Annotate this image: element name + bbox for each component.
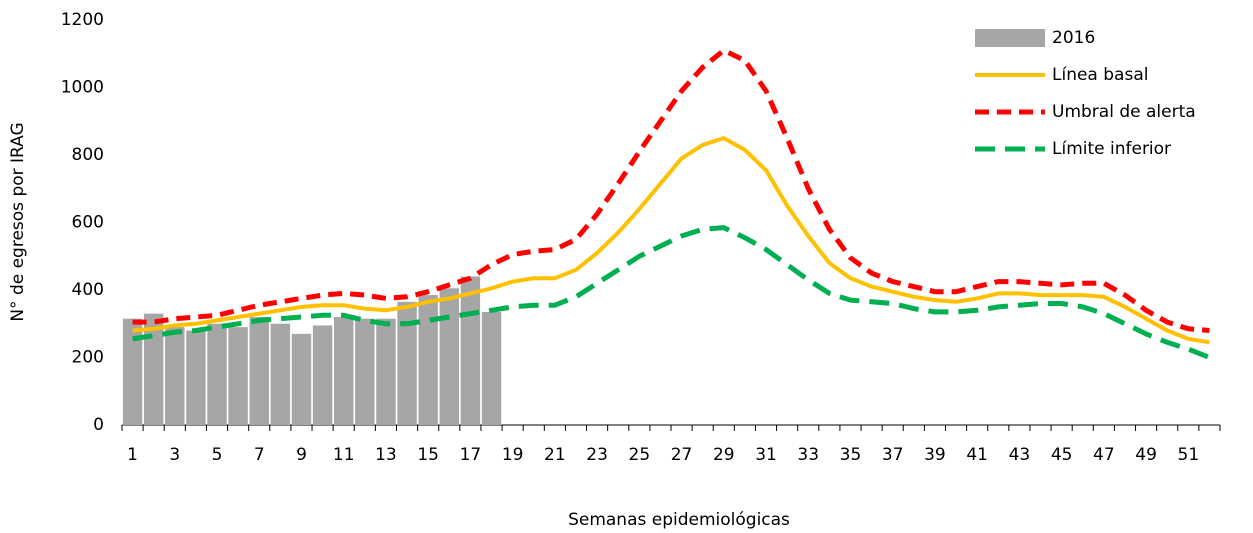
bar [270,323,291,425]
x-tick-label: 11 [333,445,355,465]
y-tick-label: 200 [72,348,104,368]
bar [143,313,164,425]
bar [397,301,417,425]
y-axis-title: N° de egresos por IRAG [8,122,28,321]
x-tick-label: 43 [1009,445,1031,465]
x-tick-label: 19 [502,445,524,465]
x-tick-label: 7 [254,445,265,465]
line-2 [132,47,1210,333]
bar [291,333,312,425]
x-tick-label: 33 [797,445,819,465]
x-tick-label: 25 [629,445,651,465]
bar [481,311,502,425]
y-tick-label: 0 [93,415,104,435]
x-tick-label: 21 [544,445,566,465]
x-tick-label: 35 [840,445,862,465]
bar [355,318,375,425]
x-tick-label: 45 [1051,445,1073,465]
bar [439,288,460,425]
x-tick-label: 17 [460,445,482,465]
bar [122,318,143,425]
x-tick-label: 51 [1178,445,1200,465]
x-tick-label: 49 [1135,445,1157,465]
x-tick-label: 3 [169,445,180,465]
y-tick-label: 800 [72,145,104,165]
y-tick-label: 600 [72,213,104,233]
line-1 [132,136,1210,345]
bar [228,327,248,425]
bar [376,318,396,425]
legend-label: Línea basal [1052,65,1148,85]
x-tick-label: 27 [671,445,693,465]
legend-label: 2016 [1052,28,1095,48]
bar [249,317,269,425]
x-tick-label: 13 [375,445,397,465]
legend-label: Límite inferior [1052,139,1171,159]
x-tick-label: 15 [417,445,439,465]
x-tick-label: 29 [713,445,735,465]
bar [207,323,227,425]
y-tick-label: 400 [72,280,104,300]
bar [418,295,438,425]
x-axis-title: Semanas epidemiológicas [568,510,790,530]
x-tick-label: 1 [127,445,138,465]
bar [312,325,333,425]
bar [460,276,481,425]
line-3 [132,225,1211,360]
x-tick-label: 9 [296,445,307,465]
legend-swatch [975,29,1045,47]
bar [333,317,354,425]
x-tick-label: 5 [212,445,223,465]
y-tick-label: 1200 [61,10,104,30]
x-tick-label: 47 [1093,445,1115,465]
x-tick-label: 41 [966,445,988,465]
x-tick-label: 37 [882,445,904,465]
x-tick-label: 23 [586,445,608,465]
x-tick-label: 31 [755,445,777,465]
bar [165,327,185,425]
legend-label: Umbral de alerta [1052,102,1196,122]
x-tick-label: 39 [924,445,946,465]
bar [186,330,206,425]
y-tick-label: 1000 [61,78,104,98]
